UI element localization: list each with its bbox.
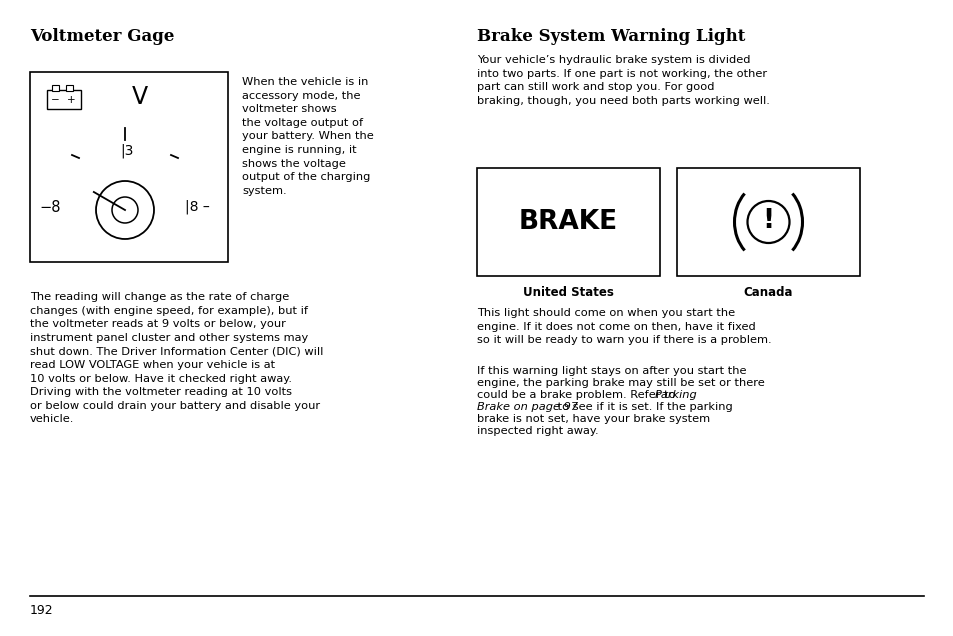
Text: Parking: Parking [655,390,697,400]
Circle shape [747,201,789,243]
Text: engine, the parking brake may still be set or there: engine, the parking brake may still be s… [476,378,764,388]
Text: |3: |3 [120,144,133,158]
Text: −: − [51,95,59,105]
Text: Voltmeter Gage: Voltmeter Gage [30,28,174,45]
Text: to see if it is set. If the parking: to see if it is set. If the parking [554,402,732,411]
Text: The reading will change as the rate of charge
changes (with engine speed, for ex: The reading will change as the rate of c… [30,292,323,424]
Text: BRAKE: BRAKE [518,209,618,235]
Text: This light should come on when you start the
engine. If it does not come on then: This light should come on when you start… [476,308,771,345]
Bar [30,72,228,262]
Text: could be a brake problem. Refer to: could be a brake problem. Refer to [476,390,679,400]
Text: −8: −8 [39,200,61,214]
Bar [476,168,659,276]
Text: When the vehicle is in
accessory mode, the
voltmeter shows
the voltage output of: When the vehicle is in accessory mode, t… [242,77,374,196]
Circle shape [96,181,153,239]
Bar [677,168,859,276]
Text: inspected right away.: inspected right away. [476,425,598,436]
Text: Brake on page 97: Brake on page 97 [476,402,578,411]
Bar [66,85,73,91]
Text: 192: 192 [30,604,53,617]
Text: |8 –: |8 – [185,200,209,214]
Text: Canada: Canada [743,286,792,299]
Text: If this warning light stays on after you start the: If this warning light stays on after you… [476,366,745,376]
Bar [47,90,81,109]
Text: V: V [132,85,148,109]
Text: United States: United States [522,286,614,299]
Bar [52,85,59,91]
Text: +: + [67,95,75,105]
Text: !: ! [761,208,774,234]
Text: brake is not set, have your brake system: brake is not set, have your brake system [476,413,709,424]
Circle shape [112,197,138,223]
Text: Your vehicle’s hydraulic brake system is divided
into two parts. If one part is : Your vehicle’s hydraulic brake system is… [476,55,769,106]
Text: Brake System Warning Light: Brake System Warning Light [476,28,744,45]
